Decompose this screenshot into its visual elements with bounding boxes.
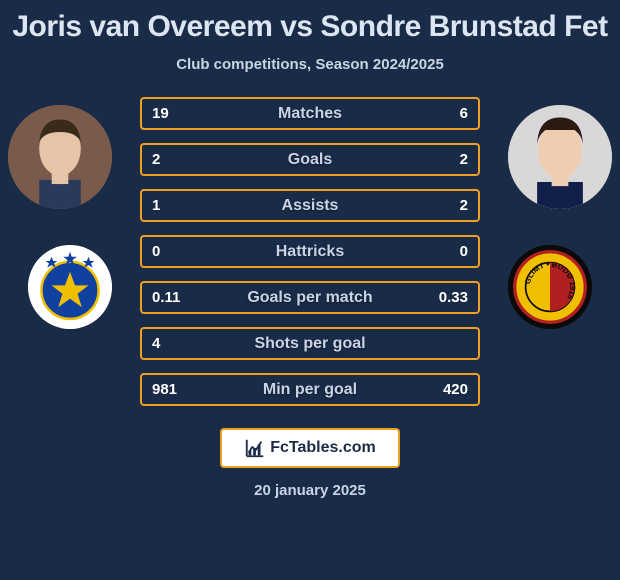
stat-right-value: 2	[408, 197, 468, 214]
stat-right-value: 6	[408, 105, 468, 122]
stat-row: 4 Shots per goal	[140, 327, 480, 360]
chart-icon	[244, 437, 266, 459]
stat-row: 1 Assists 2	[140, 189, 480, 222]
source-logo: FcTables.com	[220, 428, 400, 468]
stat-left-value: 2	[152, 151, 212, 168]
date-label: 20 january 2025	[0, 482, 620, 499]
stat-left-value: 0	[152, 243, 212, 260]
stat-right-value: 0	[408, 243, 468, 260]
stats-list: 19 Matches 6 2 Goals 2 1 Assists 2 0 Hat…	[140, 97, 480, 406]
stat-label: Goals	[212, 151, 408, 169]
player-right-avatar	[508, 105, 612, 209]
subtitle: Club competitions, Season 2024/2025	[0, 56, 620, 73]
club-right-badge: GLIMT • BODØ 1916	[508, 245, 592, 329]
stat-row: 0.11 Goals per match 0.33	[140, 281, 480, 314]
stat-right-value: 2	[408, 151, 468, 168]
stat-left-value: 0.11	[152, 289, 212, 306]
stat-right-value: 0.33	[408, 289, 468, 306]
stat-label: Matches	[212, 105, 408, 123]
stat-label: Hattricks	[212, 243, 408, 261]
stat-row: 2 Goals 2	[140, 143, 480, 176]
stat-row: 0 Hattricks 0	[140, 235, 480, 268]
stat-left-value: 981	[152, 381, 212, 398]
stat-right-value: 420	[408, 381, 468, 398]
stat-row: 19 Matches 6	[140, 97, 480, 130]
source-logo-text: FcTables.com	[270, 439, 376, 457]
stat-left-value: 4	[152, 335, 212, 352]
stat-label: Goals per match	[212, 289, 408, 307]
player-left-avatar	[8, 105, 112, 209]
comparison-panel: GLIMT • BODØ 1916 19 Matches 6 2 Goals 2…	[0, 97, 620, 499]
stat-label: Assists	[212, 197, 408, 215]
stat-row: 981 Min per goal 420	[140, 373, 480, 406]
stat-label: Shots per goal	[212, 335, 408, 353]
stat-label: Min per goal	[212, 381, 408, 399]
stat-left-value: 1	[152, 197, 212, 214]
club-left-badge	[28, 245, 112, 329]
stat-left-value: 19	[152, 105, 212, 122]
page-title: Joris van Overeem vs Sondre Brunstad Fet	[0, 10, 620, 44]
